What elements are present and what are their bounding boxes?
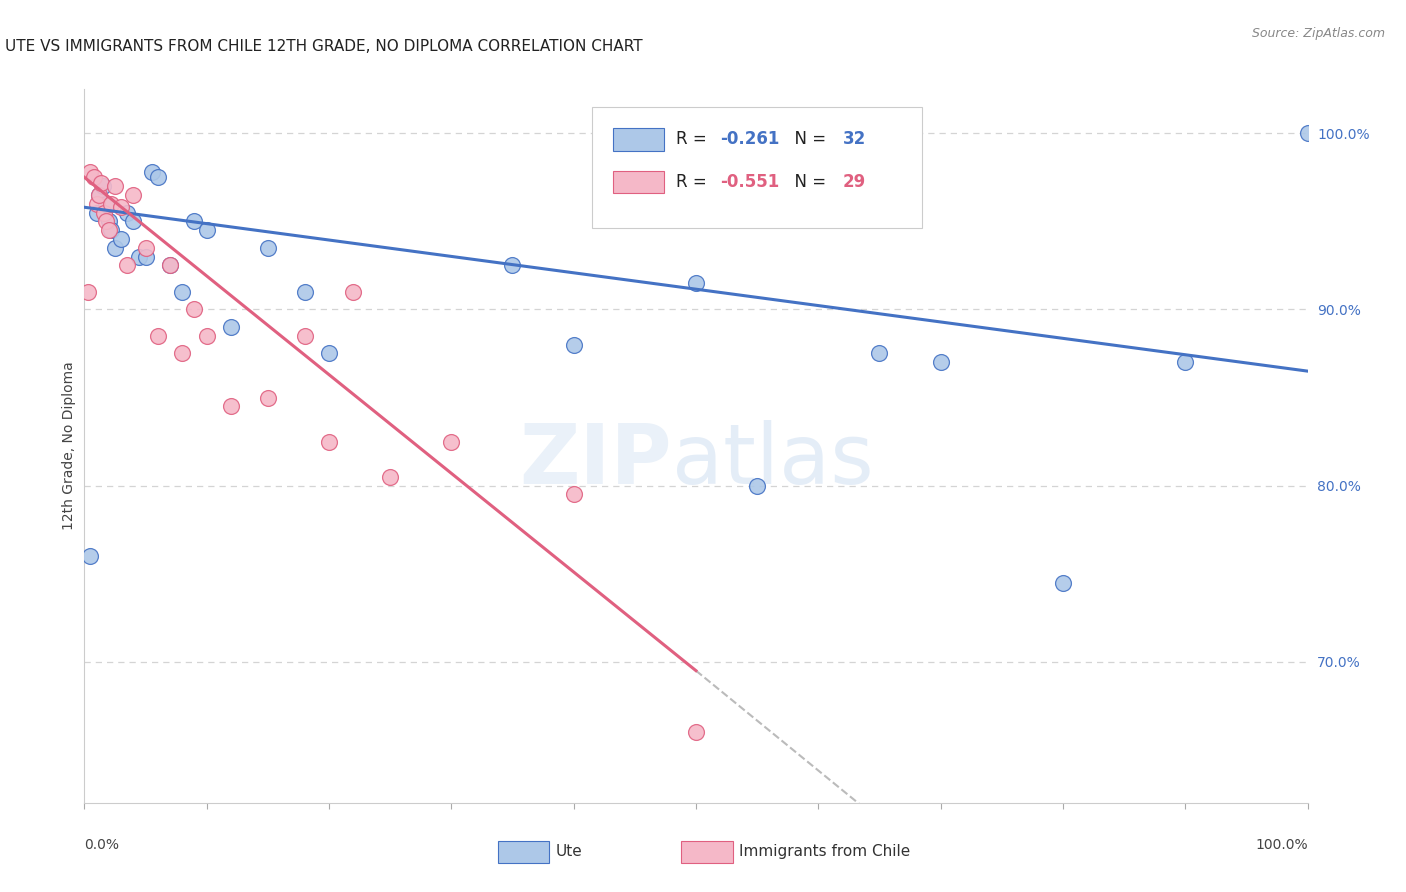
Point (219, 320, 242, 334)
Text: 32: 32 (842, 130, 866, 148)
Point (257, 391, 280, 405)
Point (87, 188, 110, 202)
Text: 100.0%: 100.0% (1256, 838, 1308, 852)
Point (135, 241, 157, 255)
Text: R =: R = (676, 130, 713, 148)
Point (110, 200, 132, 214)
Point (146, 170, 169, 185)
Text: atlas: atlas (672, 420, 873, 500)
Text: N =: N = (785, 130, 831, 148)
Point (93, 205, 115, 219)
Point (87, 188, 110, 202)
Point (159, 259, 181, 273)
Text: 0.0%: 0.0% (84, 838, 120, 852)
Point (747, 478, 769, 492)
Point (77, 285, 100, 299)
Point (159, 259, 181, 273)
Point (141, 165, 163, 179)
Point (562, 487, 585, 501)
Point (100, 223, 122, 237)
Point (122, 188, 145, 202)
Point (83, 170, 105, 185)
FancyBboxPatch shape (682, 841, 733, 863)
Point (90, 176, 112, 190)
Point (183, 302, 205, 317)
Text: -0.551: -0.551 (720, 173, 780, 191)
Point (79, 549, 101, 563)
Text: -0.261: -0.261 (720, 130, 780, 148)
Point (104, 241, 127, 255)
Text: Ute: Ute (555, 844, 582, 859)
Point (502, 259, 524, 273)
Point (86, 196, 108, 211)
Point (929, 355, 952, 369)
Point (294, 329, 316, 343)
Point (183, 214, 205, 228)
Point (440, 434, 463, 449)
Point (1296, 126, 1319, 140)
Point (91, 179, 114, 194)
Point (79, 165, 101, 179)
Point (135, 250, 157, 264)
Point (685, 725, 707, 739)
Text: UTE VS IMMIGRANTS FROM CHILE 12TH GRADE, NO DIPLOMA CORRELATION CHART: UTE VS IMMIGRANTS FROM CHILE 12TH GRADE,… (4, 38, 643, 54)
Point (342, 285, 364, 299)
Point (86, 205, 108, 219)
Point (1174, 355, 1197, 369)
Point (380, 470, 402, 484)
Point (96, 196, 118, 211)
Text: R =: R = (676, 173, 713, 191)
Point (110, 232, 132, 246)
Point (294, 285, 316, 299)
Point (195, 223, 218, 237)
Point (257, 241, 280, 255)
Point (172, 346, 194, 360)
Point (219, 400, 242, 414)
Point (97, 223, 120, 237)
Point (146, 329, 169, 343)
Y-axis label: 12th Grade, No Diploma: 12th Grade, No Diploma (62, 361, 76, 531)
Point (869, 346, 891, 360)
Point (318, 434, 340, 449)
Point (104, 179, 127, 194)
Text: N =: N = (785, 173, 831, 191)
FancyBboxPatch shape (592, 107, 922, 228)
Point (100, 196, 122, 211)
Point (97, 214, 120, 228)
Text: ZIP: ZIP (519, 420, 672, 500)
Point (172, 285, 194, 299)
Text: Immigrants from Chile: Immigrants from Chile (738, 844, 910, 859)
Point (318, 346, 340, 360)
Point (122, 214, 145, 228)
Point (115, 259, 138, 273)
Point (115, 205, 138, 219)
FancyBboxPatch shape (498, 841, 550, 863)
FancyBboxPatch shape (613, 128, 664, 151)
Point (96, 214, 118, 228)
Text: 29: 29 (842, 173, 866, 191)
Point (1052, 575, 1074, 590)
Point (562, 337, 585, 351)
Text: Source: ZipAtlas.com: Source: ZipAtlas.com (1251, 27, 1385, 40)
Point (685, 276, 707, 290)
Point (128, 250, 150, 264)
FancyBboxPatch shape (613, 170, 664, 194)
Point (195, 329, 218, 343)
